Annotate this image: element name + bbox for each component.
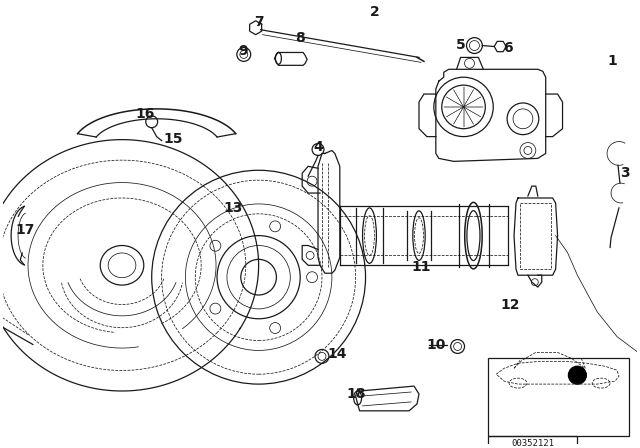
Text: 13: 13 bbox=[223, 201, 243, 215]
Text: 7: 7 bbox=[254, 15, 264, 29]
Text: 6: 6 bbox=[503, 40, 513, 55]
Text: 14: 14 bbox=[327, 347, 347, 362]
Text: 4: 4 bbox=[313, 139, 323, 154]
Circle shape bbox=[568, 366, 586, 384]
Text: 10: 10 bbox=[426, 337, 445, 352]
Text: 2: 2 bbox=[369, 5, 380, 19]
Text: 8: 8 bbox=[295, 30, 305, 45]
Text: 00352121: 00352121 bbox=[511, 439, 554, 448]
Text: 3: 3 bbox=[620, 166, 630, 180]
Text: 1: 1 bbox=[607, 54, 617, 69]
Text: 12: 12 bbox=[500, 298, 520, 312]
Text: 18: 18 bbox=[347, 387, 366, 401]
Text: 5: 5 bbox=[456, 38, 465, 52]
Text: 11: 11 bbox=[412, 260, 431, 274]
Bar bbox=[488, 358, 629, 435]
Bar bbox=[488, 435, 577, 448]
Text: 9: 9 bbox=[238, 44, 248, 59]
Text: 17: 17 bbox=[15, 223, 35, 237]
Text: 16: 16 bbox=[135, 107, 154, 121]
Text: 15: 15 bbox=[164, 132, 183, 146]
